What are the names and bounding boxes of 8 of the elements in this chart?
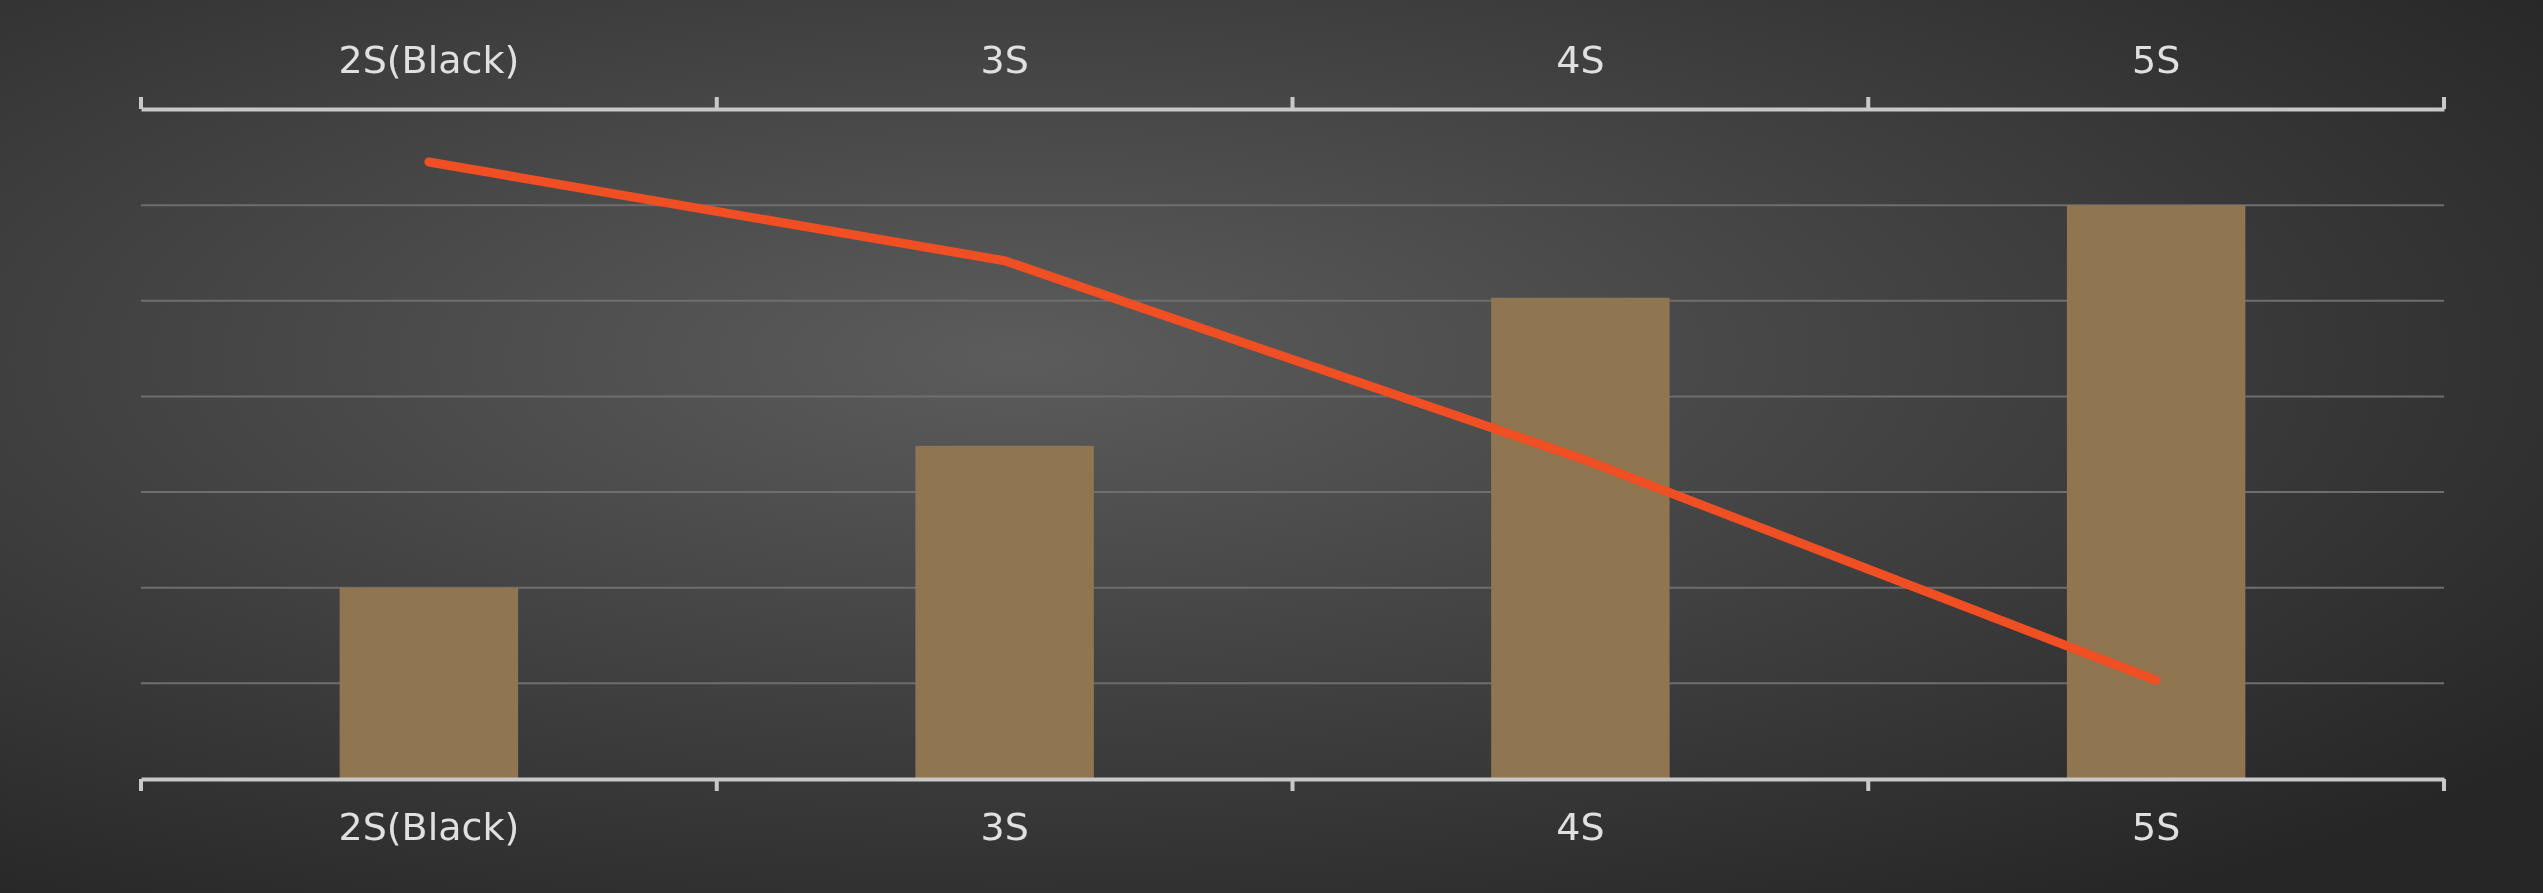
category-label: 3S xyxy=(980,38,1029,82)
x-tick-label: 3S xyxy=(980,804,1029,849)
x-tick-label: 4S xyxy=(1556,804,1605,849)
x-tick-label: 2S(Black) xyxy=(338,804,520,849)
category-label: 2S(Black) xyxy=(338,38,520,82)
x-tick-label: 5S xyxy=(2131,804,2181,849)
category-label: 4S xyxy=(1556,38,1605,82)
category-label: 5S xyxy=(2131,38,2181,82)
